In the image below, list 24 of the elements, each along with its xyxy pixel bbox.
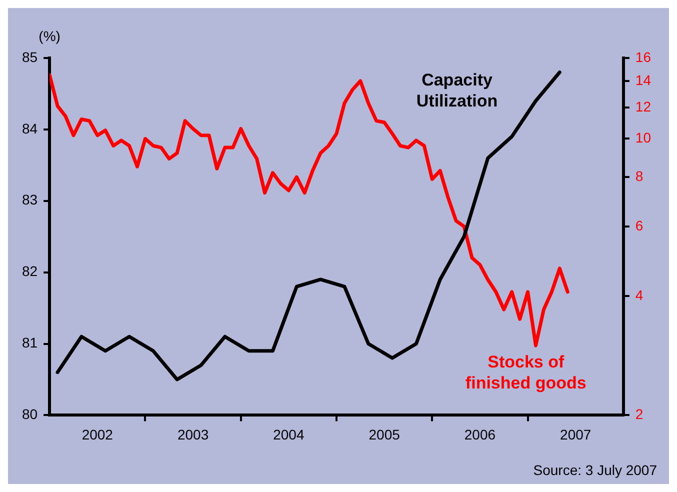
y-tick-label: 84 (22, 120, 38, 136)
series-label: Capacity Utilization (416, 70, 498, 110)
x-tick-label: 2007 (560, 426, 592, 442)
x-tick-label: 2005 (368, 426, 400, 442)
x-tick-label: 2004 (273, 426, 304, 442)
y-tick-label: 81 (22, 334, 38, 351)
y2-tick-label: 10 (635, 130, 652, 146)
x-tick-label: 2003 (177, 426, 209, 442)
y2-tick-label: 6 (635, 217, 644, 234)
y-axis-title: (%) (38, 28, 60, 44)
y-tick-label: 83 (22, 192, 38, 208)
y-tick-label: 85 (22, 48, 38, 65)
y2-tick-label: 14 (635, 72, 652, 88)
y2-tick-label: 2 (635, 406, 644, 422)
y2-tick-label: 12 (635, 98, 652, 114)
y-tick-label: 80 (22, 406, 38, 422)
source-note: Source: 3 July 2007 (533, 462, 658, 478)
x-tick-label: 2006 (464, 426, 496, 442)
y-tick-label: 82 (22, 263, 38, 280)
x-tick-label: 2002 (82, 426, 114, 442)
y2-tick-label: 4 (635, 286, 644, 303)
y2-tick-label: 8 (635, 168, 644, 184)
y2-tick-label: 16 (635, 48, 652, 65)
series-label: Stocks of finished goods (465, 352, 586, 393)
